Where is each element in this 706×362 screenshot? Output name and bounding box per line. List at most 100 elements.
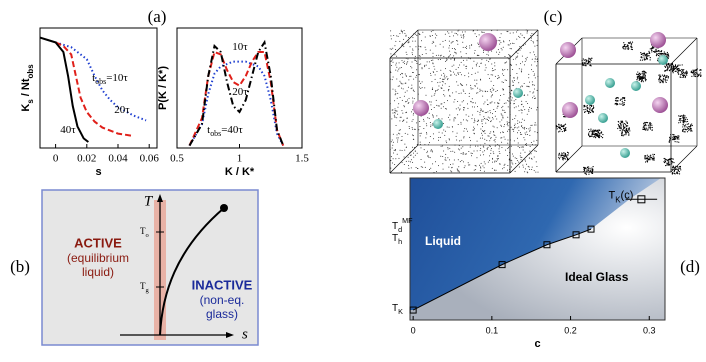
particle <box>647 55 649 57</box>
particle <box>677 65 679 67</box>
particle <box>523 37 525 39</box>
particle <box>413 78 415 80</box>
particle <box>478 46 480 48</box>
particle <box>407 86 409 88</box>
particle <box>622 47 624 49</box>
particle <box>409 75 411 77</box>
particle <box>466 45 468 47</box>
particle <box>455 52 457 54</box>
particle <box>404 143 406 145</box>
particle <box>640 78 642 80</box>
particle <box>677 166 679 168</box>
particle <box>520 47 522 49</box>
particle <box>395 64 397 66</box>
particle <box>468 115 470 117</box>
particle <box>653 159 655 161</box>
particle <box>529 106 531 108</box>
particle <box>642 126 644 128</box>
particle <box>682 129 684 131</box>
particle <box>690 70 693 72</box>
particle <box>626 45 628 47</box>
particle <box>530 35 532 37</box>
particle <box>476 140 478 142</box>
particle <box>594 135 596 138</box>
particle <box>400 74 402 76</box>
particle <box>627 125 629 127</box>
particle <box>407 102 409 104</box>
particle <box>396 35 398 37</box>
particle <box>535 56 537 58</box>
particle <box>404 106 406 108</box>
particle <box>528 110 530 112</box>
particle <box>516 31 518 33</box>
x-tick-label: 0.5 <box>170 153 184 165</box>
point <box>498 261 506 269</box>
particle <box>521 160 523 162</box>
particle <box>665 81 667 84</box>
particle <box>510 93 512 95</box>
particle <box>429 101 431 103</box>
particle <box>500 47 502 49</box>
particle <box>430 101 432 103</box>
particle <box>508 146 510 148</box>
particle <box>425 123 427 125</box>
particle <box>460 36 462 38</box>
particle <box>685 71 687 73</box>
particle <box>399 33 401 35</box>
particle <box>425 49 427 51</box>
particle <box>517 55 519 57</box>
particle <box>482 165 484 167</box>
particle <box>416 69 418 71</box>
particle <box>534 54 536 56</box>
particle <box>520 109 522 111</box>
particle <box>623 127 625 129</box>
particle <box>474 79 476 81</box>
particle <box>615 98 617 100</box>
particle <box>582 63 584 66</box>
particle <box>497 102 499 104</box>
particle <box>582 58 584 60</box>
particle <box>484 132 486 134</box>
particle <box>484 129 486 131</box>
particle <box>524 109 526 111</box>
particle <box>668 161 670 163</box>
particle <box>437 105 439 107</box>
particle <box>668 65 670 67</box>
particle <box>434 78 436 80</box>
particle <box>588 132 590 134</box>
particle <box>623 104 625 106</box>
particle <box>585 168 587 170</box>
particle <box>684 126 686 128</box>
particle <box>558 156 560 158</box>
particle <box>664 80 667 82</box>
particle <box>476 121 478 123</box>
particle <box>630 48 632 50</box>
particle <box>466 59 468 61</box>
particle <box>449 159 451 161</box>
particle <box>457 34 459 36</box>
particle <box>682 123 684 126</box>
particle <box>594 130 596 132</box>
particle <box>641 79 643 81</box>
particle <box>529 91 531 93</box>
particle <box>665 76 668 78</box>
particle <box>561 130 563 133</box>
particle <box>600 132 603 134</box>
particle <box>489 159 491 161</box>
particle <box>405 160 407 162</box>
particle <box>507 125 509 127</box>
particle <box>462 146 464 148</box>
particle <box>512 42 514 44</box>
particle <box>645 128 647 130</box>
particle <box>564 123 567 125</box>
particle <box>641 78 643 80</box>
particle <box>494 75 496 77</box>
particle <box>644 59 646 61</box>
particle <box>644 161 647 163</box>
particle <box>513 128 515 130</box>
particle <box>617 99 619 102</box>
particle <box>674 173 676 175</box>
particle <box>696 73 698 75</box>
particle <box>648 50 650 52</box>
particle <box>490 96 492 98</box>
